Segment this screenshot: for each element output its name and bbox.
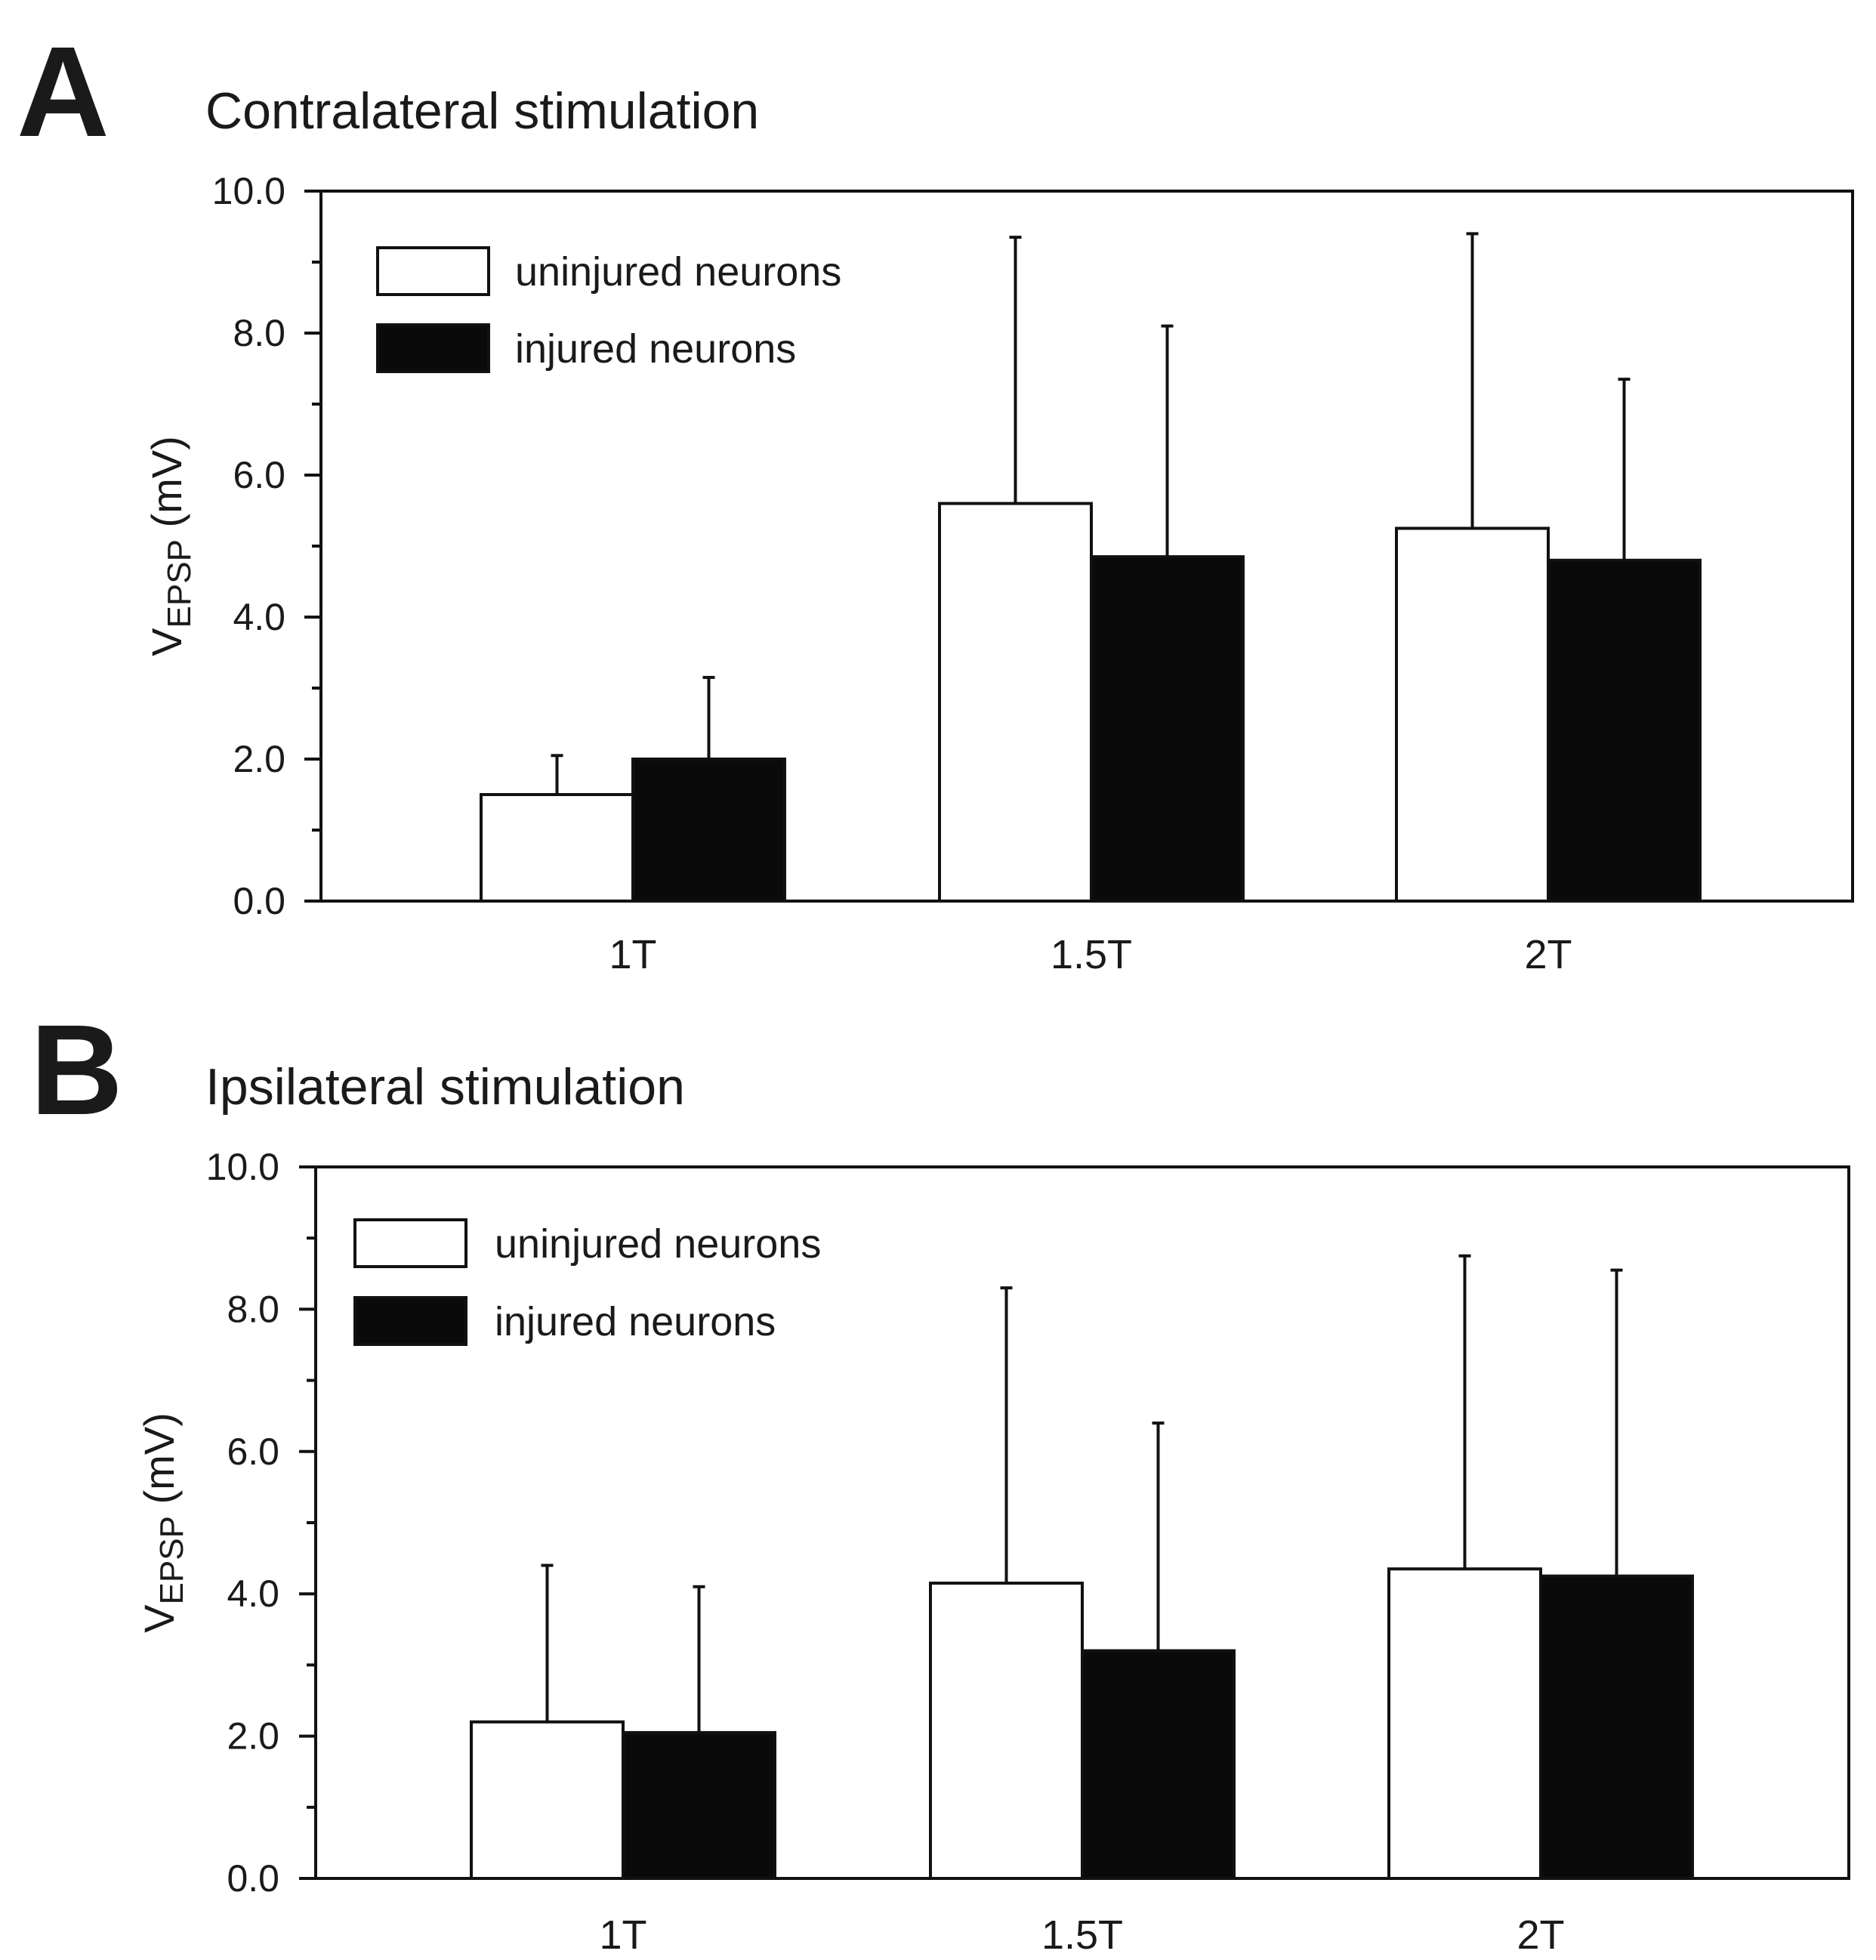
y-axis-label: VEPSP (mV) [135, 1412, 190, 1633]
panel-b: B Ipsilateral stimulation 0.0 2.0 4.0 6.0 8.0 1… [30, 999, 1850, 1958]
bar-uninjured-1t [480, 793, 634, 903]
legend-label-uninjured: uninjured neurons [515, 249, 841, 295]
y-tick-label: 8.0 [227, 1288, 279, 1330]
y-tick-label: 10.0 [206, 1146, 279, 1188]
y-axis-label-subscript: EPSP [161, 539, 198, 628]
y-tick-label: 6.0 [227, 1431, 279, 1473]
y-axis-label: VEPSP (mV) [143, 436, 198, 656]
y-tick-label: 10.0 [212, 170, 285, 212]
legend-label-injured: injured neurons [515, 326, 796, 372]
x-category-label: 1.5T [1041, 1912, 1123, 1958]
x-category-label: 2T [1517, 1912, 1564, 1958]
bar-injured-1-5t [1090, 555, 1245, 903]
y-tick-label: 4.0 [233, 596, 285, 638]
y-axis-label-main: V [143, 628, 190, 656]
chart-title: Contralateral stimulation [205, 82, 759, 140]
x-category-label: 2T [1524, 932, 1572, 977]
x-category-label: 1T [599, 1912, 646, 1958]
y-tick-label: 6.0 [233, 454, 285, 496]
legend-swatch-injured [353, 1296, 467, 1346]
bar-injured-2t [1547, 558, 1702, 903]
legend-swatch-injured [376, 323, 490, 373]
bar-uninjured-1-5t [938, 502, 1093, 903]
bar-injured-1t [622, 1730, 776, 1880]
legend: uninjured neurons injured neurons [376, 246, 841, 373]
legend-label-uninjured: uninjured neurons [495, 1221, 821, 1267]
chart-title: Ipsilateral stimulation [205, 1058, 685, 1116]
y-axis-label-main: V [135, 1604, 183, 1633]
y-tick-label: 2.0 [233, 738, 285, 780]
y-tick-label: 4.0 [227, 1573, 279, 1615]
panel-letter: B [30, 999, 123, 1142]
legend-label-injured: injured neurons [495, 1299, 776, 1344]
legend-swatch-uninjured [376, 246, 490, 296]
y-tick-label: 0.0 [227, 1857, 279, 1900]
bar-uninjured-2t [1387, 1567, 1542, 1880]
y-axis-label-suffix: (mV) [135, 1412, 183, 1516]
bar-injured-1-5t [1081, 1649, 1236, 1881]
bar-uninjured-1-5t [929, 1582, 1084, 1881]
y-tick-label: 2.0 [227, 1715, 279, 1758]
panel-a: A Contralateral stimulation 0.0 2.0 4.0 6.0 8.… [17, 20, 1854, 977]
y-tick-label: 0.0 [233, 880, 285, 922]
bar-uninjured-2t [1395, 526, 1550, 903]
y-axis-label-subscript: EPSP [153, 1516, 190, 1604]
x-category-label: 1T [609, 932, 656, 977]
bar-uninjured-1t [470, 1720, 625, 1881]
bar-injured-2t [1539, 1574, 1694, 1880]
panel-letter: A [17, 20, 110, 164]
y-axis-label-suffix: (mV) [143, 436, 190, 539]
y-tick-label: 8.0 [233, 312, 285, 354]
legend: uninjured neurons injured neurons [353, 1218, 821, 1346]
legend-swatch-uninjured [353, 1218, 467, 1268]
x-category-label: 1.5T [1051, 932, 1132, 977]
bar-injured-1t [631, 758, 786, 903]
